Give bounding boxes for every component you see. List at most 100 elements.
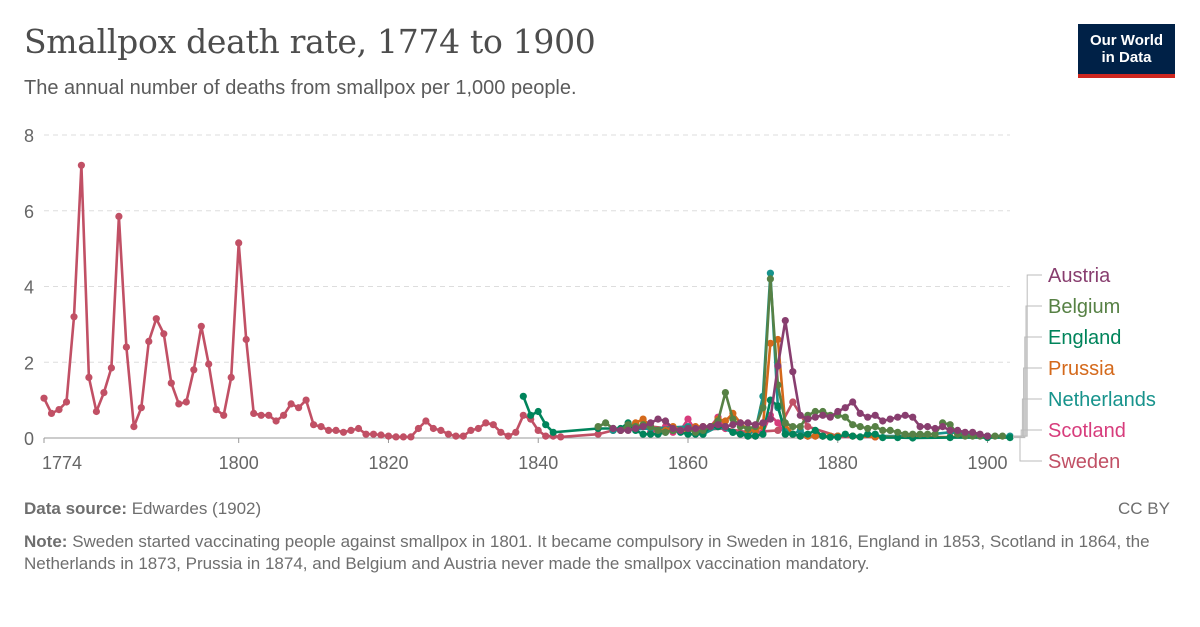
data-point [205, 360, 213, 368]
data-point [924, 430, 932, 438]
x-tick-label: 1880 [818, 453, 858, 473]
data-point [759, 419, 767, 427]
y-tick-label: 2 [24, 353, 34, 373]
data-point [796, 423, 804, 431]
data-point [849, 421, 857, 429]
data-point [661, 428, 670, 436]
chart-title: Smallpox death rate, 1774 to 1900 [24, 22, 596, 61]
data-point [706, 423, 715, 431]
data-point [160, 330, 168, 338]
data-point [594, 430, 602, 438]
source-text: Edwardes (1902) [131, 499, 262, 518]
data-point [789, 398, 797, 406]
data-point [265, 411, 273, 419]
data-point [1006, 434, 1014, 442]
data-point [624, 426, 632, 434]
data-point [946, 421, 954, 429]
data-point [774, 419, 782, 427]
data-point [721, 417, 730, 425]
data-point [894, 428, 902, 436]
legend-label-belgium: Belgium [1048, 296, 1120, 318]
license-link[interactable]: CC BY [1118, 499, 1170, 518]
data-point [339, 428, 348, 436]
data-point [864, 413, 872, 421]
source-label: Data source: [24, 499, 127, 518]
data-point [661, 417, 670, 425]
data-point [145, 337, 153, 345]
legend-label-scotland: Scotland [1048, 420, 1126, 442]
data-point [781, 430, 789, 438]
data-source: Data source: Edwardes (1902) [24, 499, 261, 519]
data-point [647, 419, 655, 427]
data-point [811, 432, 819, 440]
y-tick-label: 6 [24, 202, 34, 222]
data-point [684, 424, 692, 433]
data-point [774, 402, 782, 410]
logo-line-1: Our World [1089, 32, 1164, 49]
data-point [467, 426, 475, 434]
data-point [894, 413, 902, 421]
data-point [766, 275, 775, 283]
data-point [197, 322, 205, 330]
data-point [819, 411, 827, 419]
data-point [444, 430, 452, 438]
data-point [55, 406, 63, 414]
series-austria [609, 317, 992, 440]
y-tick-label: 4 [24, 278, 34, 298]
note-text: Sweden started vaccinating people agains… [24, 532, 1150, 573]
series-sweden [40, 161, 992, 441]
owid-logo[interactable]: Our World in Data [1078, 24, 1175, 78]
data-point [796, 432, 804, 440]
data-point [736, 430, 745, 438]
data-point [519, 411, 527, 419]
data-point [287, 400, 295, 408]
legend-connector [1013, 274, 1042, 437]
data-point [924, 423, 932, 431]
data-point [107, 364, 115, 372]
x-tick-label: 1774 [42, 453, 82, 473]
data-point [954, 426, 962, 434]
data-point [766, 269, 775, 277]
data-point [242, 335, 250, 344]
data-point [811, 407, 819, 416]
data-point [684, 415, 692, 423]
data-point [759, 404, 767, 412]
chart-note: Note: Sweden started vaccinating people … [24, 531, 1174, 575]
data-point [983, 432, 992, 440]
data-point [654, 426, 662, 434]
chart-subtitle: The annual number of deaths from smallpo… [24, 77, 577, 99]
line-chart: 0 2 4 6 8 1774 1800 1820 1840 1860 1880 1900 Austria… [24, 126, 1156, 473]
data-point [864, 424, 872, 433]
data-point [482, 419, 490, 427]
data-point [804, 430, 812, 438]
data-point [70, 313, 78, 321]
legend-label-prussia: Prussia [1048, 358, 1116, 380]
data-point [789, 368, 797, 376]
data-point [92, 407, 100, 416]
data-point [729, 428, 737, 436]
data-point [362, 430, 370, 438]
data-point [489, 421, 497, 429]
data-point [669, 424, 677, 433]
data-point [909, 413, 917, 421]
data-point [452, 432, 460, 440]
data-point [931, 430, 939, 438]
data-point [534, 426, 542, 434]
data-point [527, 411, 535, 419]
data-point [856, 433, 864, 441]
data-point [594, 423, 602, 431]
data-point [721, 423, 730, 431]
data-point [617, 426, 625, 434]
data-point [871, 423, 879, 431]
data-point [100, 389, 108, 397]
data-point [250, 409, 258, 417]
data-point [227, 373, 235, 381]
data-point [879, 434, 887, 442]
data-point [77, 161, 85, 169]
data-point [422, 417, 430, 425]
data-point [167, 379, 175, 387]
data-point [354, 424, 363, 433]
x-tick-label: 1860 [668, 453, 708, 473]
data-point [325, 426, 333, 434]
logo-line-2: in Data [1101, 49, 1152, 66]
